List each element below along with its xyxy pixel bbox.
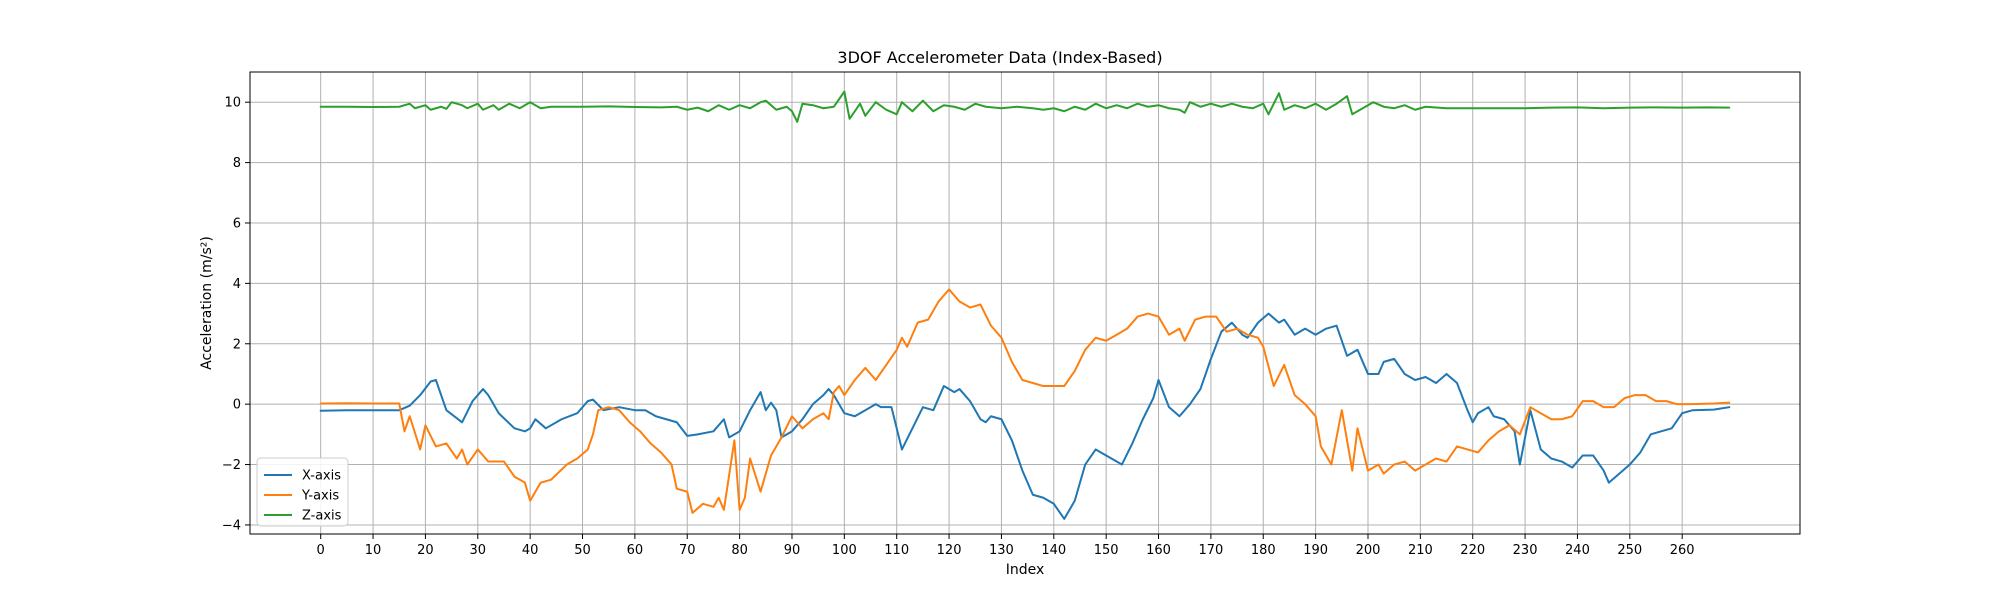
x-tick-label: 130	[989, 543, 1014, 558]
x-tick-label: 250	[1617, 543, 1642, 558]
x-tick-label: 140	[1041, 543, 1066, 558]
y-axis-title: Acceleration (m/s²)	[199, 236, 215, 370]
y-axis-ticks: −4 −2 0 2 4 6 8 10	[222, 96, 250, 533]
x-tick-label: 180	[1251, 543, 1276, 558]
x-tick-label: 0	[317, 543, 325, 558]
x-tick-label: 260	[1670, 543, 1695, 558]
series-line-y-axis	[319, 288, 1731, 514]
x-tick-label: 90	[784, 543, 801, 558]
x-tick-label: 220	[1460, 543, 1485, 558]
y-tick-label: 2	[233, 337, 241, 352]
x-tick-label: 110	[884, 543, 909, 558]
x-tick-label: 230	[1513, 543, 1538, 558]
y-tick-label: −2	[222, 458, 241, 473]
x-axis-ticks: 0 10 20 30 40 50 60 70 80 90 100 110 120 130 140 150 160…	[317, 534, 1695, 558]
x-tick-label: 70	[679, 543, 696, 558]
chart-title: 3DOF Accelerometer Data (Index-Based)	[837, 48, 1162, 67]
x-tick-label: 80	[731, 543, 748, 558]
x-tick-label: 170	[1198, 543, 1223, 558]
legend: X-axis Y-axis Z-axis	[256, 457, 349, 527]
x-tick-label: 240	[1565, 543, 1590, 558]
x-tick-label: 60	[627, 543, 644, 558]
legend-label-y-axis: Y-axis	[301, 489, 339, 504]
y-tick-label: 0	[233, 398, 241, 413]
x-tick-label: 160	[1146, 543, 1171, 558]
x-tick-label: 120	[937, 543, 962, 558]
series-lines	[319, 90, 1731, 520]
x-tick-label: 100	[832, 543, 857, 558]
plot-frame	[249, 71, 1801, 535]
y-tick-label: 8	[233, 156, 241, 171]
grid	[250, 72, 1800, 534]
x-tick-label: 50	[574, 543, 591, 558]
x-axis-title: Index	[1006, 562, 1045, 578]
x-tick-label: 210	[1408, 543, 1433, 558]
legend-label-x-axis: X-axis	[302, 469, 341, 484]
legend-label-z-axis: Z-axis	[302, 509, 342, 524]
y-tick-label: 6	[233, 216, 241, 231]
x-tick-label: 190	[1303, 543, 1328, 558]
y-tick-label: 10	[224, 96, 241, 111]
y-tick-label: −4	[222, 518, 241, 533]
series-line-z-axis	[319, 90, 1731, 123]
x-tick-label: 40	[522, 543, 539, 558]
x-tick-label: 10	[365, 543, 382, 558]
x-tick-label: 30	[470, 543, 487, 558]
series-line-x-axis	[319, 312, 1731, 520]
x-tick-label: 20	[417, 543, 434, 558]
x-tick-label: 150	[1094, 543, 1119, 558]
y-tick-label: 4	[233, 277, 241, 292]
x-tick-label: 200	[1356, 543, 1381, 558]
